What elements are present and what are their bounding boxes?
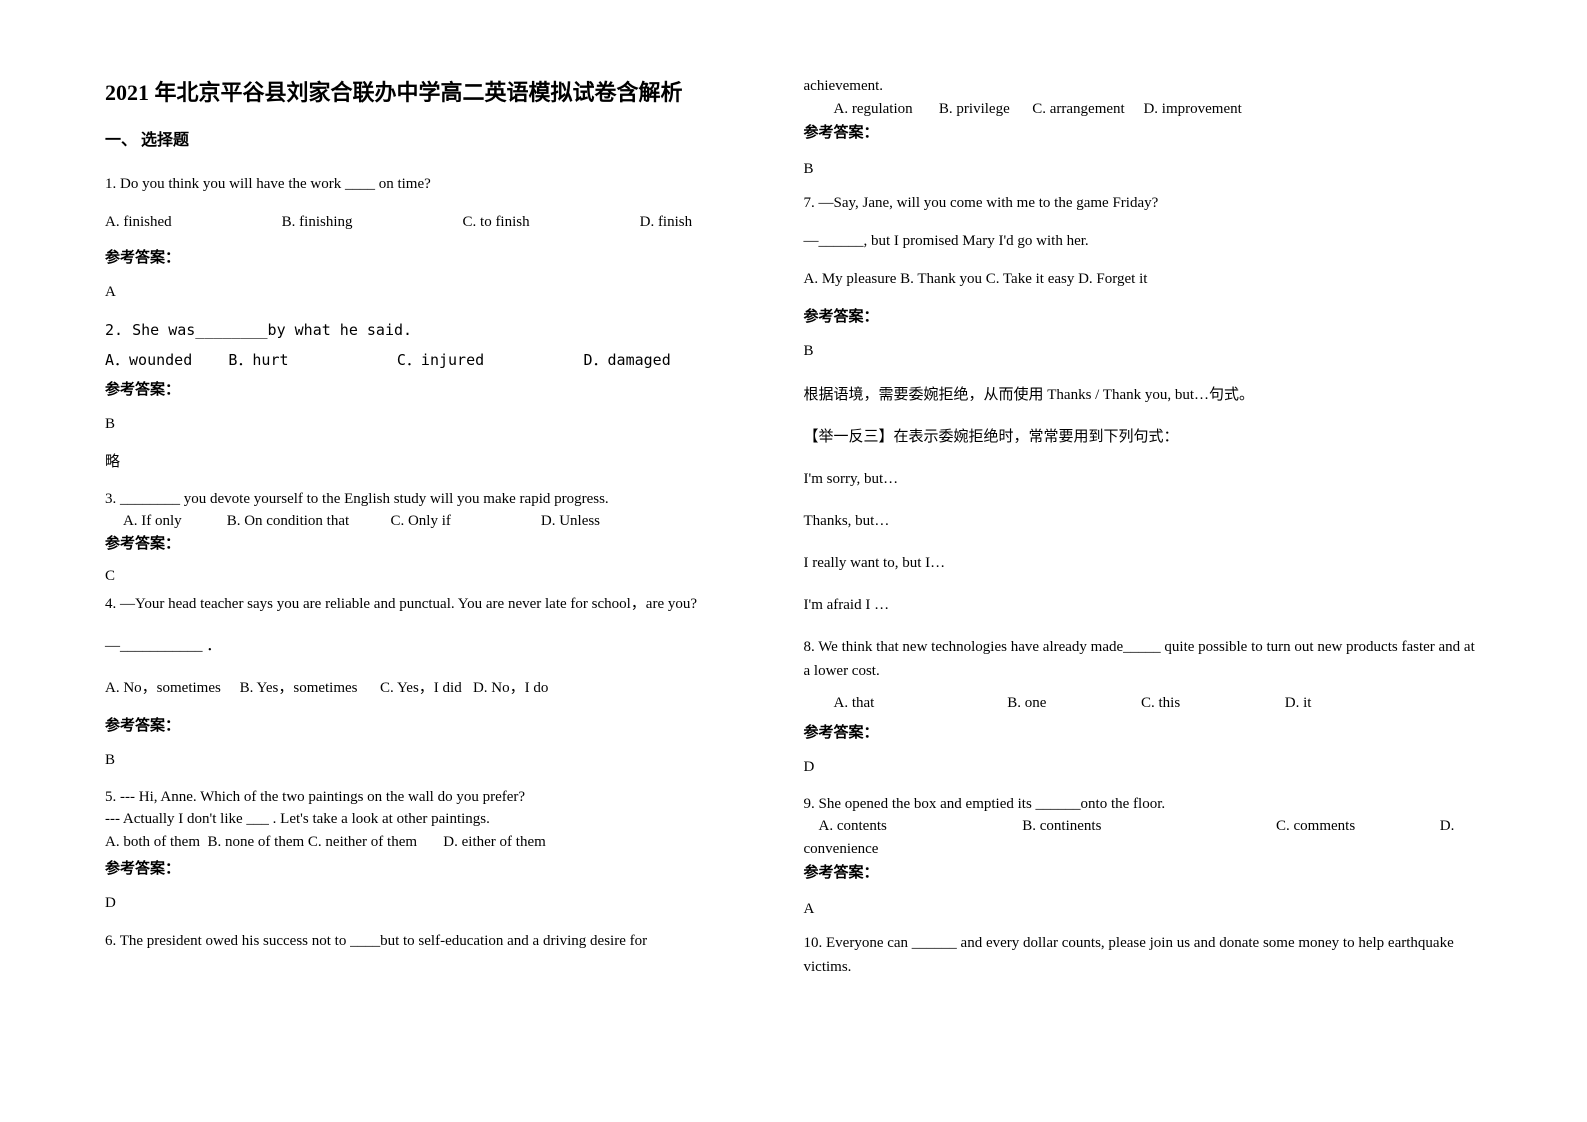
- q8-text: 8. We think that new technologies have a…: [804, 635, 1483, 683]
- q2-ans: B: [105, 412, 784, 436]
- q6-options: A. regulation B. privilege C. arrangemen…: [804, 98, 1483, 121]
- q4-ans-label: 参考答案：: [105, 714, 784, 738]
- q6-opt-b: B. privilege: [939, 101, 1010, 117]
- q1-ans: A: [105, 280, 784, 304]
- q8-opt-b: B. one: [1007, 691, 1137, 715]
- q8-options: A. that B. one C. this D. it: [804, 691, 1483, 715]
- q1-opt-b: B. finishing: [282, 210, 353, 234]
- q4-opt-b: B. Yes，sometimes: [240, 680, 358, 696]
- q4-opt-c: C. Yes，I did: [380, 680, 462, 696]
- q9-opt-a: A. contents: [819, 815, 1019, 838]
- q10-text: 10. Everyone can ______ and every dollar…: [804, 931, 1483, 979]
- q3-opt-d: D. Unless: [541, 513, 600, 529]
- q3-ans-label: 参考答案：: [105, 533, 784, 556]
- q1-opt-d: D. finish: [640, 210, 693, 234]
- q2-opt-b: B．hurt: [228, 351, 288, 369]
- q4-opt-a: A. No，sometimes: [105, 680, 221, 696]
- q1-options: A. finished B. finishing C. to finish D.…: [105, 210, 784, 234]
- q5-opt-b: B. none of them: [208, 834, 305, 850]
- q7-ans: B: [804, 339, 1483, 363]
- q6-text: 6. The president owed his success not to…: [105, 929, 784, 953]
- q4-text: 4. —Your head teacher says you are relia…: [105, 592, 784, 616]
- q2-options: A．wounded B．hurt C．injured D．damaged: [105, 348, 784, 372]
- q6-text2: achievement.: [804, 75, 1483, 98]
- q3-options: A. If only B. On condition that C. Only …: [105, 510, 784, 533]
- q2-text: 2. She was________by what he said.: [105, 318, 784, 342]
- q8-opt-a: A. that: [834, 691, 1004, 715]
- q7-l2: —______, but I promised Mary I'd go with…: [804, 229, 1483, 253]
- section-heading: 一、 选择题: [105, 128, 784, 154]
- q7-l1: 7. —Say, Jane, will you come with me to …: [804, 191, 1483, 215]
- q2-opt-a: A．wounded: [105, 351, 192, 369]
- q3-opt-a: A. If only: [123, 513, 182, 529]
- q4-options: A. No，sometimes B. Yes，sometimes C. Yes，…: [105, 676, 784, 700]
- q5-options: A. both of them B. none of them C. neith…: [105, 831, 784, 854]
- q6-ans: B: [804, 157, 1483, 181]
- q9-ans: A: [804, 897, 1483, 921]
- q7-e3: I really want to, but I…: [804, 551, 1483, 575]
- q9-options: A. contents B. continents C. comments D.: [804, 815, 1483, 838]
- q4-ans: B: [105, 748, 784, 772]
- q3-opt-c: C. Only if: [390, 513, 450, 529]
- q1-opt-c: C. to finish: [463, 210, 530, 234]
- q5-opt-c: C. neither of them: [308, 834, 417, 850]
- q9-text: 9. She opened the box and emptied its __…: [804, 793, 1483, 816]
- q9-opt-b: B. continents: [1022, 815, 1272, 838]
- q2-note: 略: [105, 450, 784, 474]
- q5-ans-label: 参考答案：: [105, 857, 784, 881]
- q1-opt-a: A. finished: [105, 210, 172, 234]
- q4-blank: —___________ ．: [105, 634, 784, 658]
- q7-exp1: 根据语境，需要委婉拒绝，从而使用 Thanks / Thank you, but…: [804, 383, 1483, 407]
- q9-ans-label: 参考答案：: [804, 862, 1483, 885]
- right-column: achievement. A. regulation B. privilege …: [794, 75, 1493, 1082]
- q2-opt-c: C．injured: [397, 351, 484, 369]
- q4-opt-d: D. No，I do: [473, 680, 548, 696]
- q6-opt-d: D. improvement: [1143, 101, 1241, 117]
- q7-options: A. My pleasure B. Thank you C. Take it e…: [804, 267, 1483, 291]
- q8-ans-label: 参考答案：: [804, 721, 1483, 745]
- q9-opt-d2: convenience: [804, 838, 1483, 861]
- q6-opt-c: C. arrangement: [1032, 101, 1124, 117]
- q5-ans: D: [105, 891, 784, 915]
- q5-l1: 5. --- Hi, Anne. Which of the two painti…: [105, 786, 784, 809]
- q8-opt-d: D. it: [1285, 695, 1312, 711]
- q6-ans-label: 参考答案：: [804, 122, 1483, 145]
- q1-ans-label: 参考答案：: [105, 246, 784, 270]
- q2-ans-label: 参考答案：: [105, 378, 784, 402]
- page-title: 2021 年北京平谷县刘家合联办中学高二英语模拟试卷含解析: [105, 75, 784, 110]
- q9-opt-c: C. comments: [1276, 815, 1436, 838]
- q7-ans-label: 参考答案：: [804, 305, 1483, 329]
- q3-text: 3. ________ you devote yourself to the E…: [105, 488, 784, 511]
- q7-e2: Thanks, but…: [804, 509, 1483, 533]
- q5-opt-d: D. either of them: [443, 834, 545, 850]
- q7-e4: I'm afraid I …: [804, 593, 1483, 617]
- q8-opt-c: C. this: [1141, 691, 1281, 715]
- left-column: 2021 年北京平谷县刘家合联办中学高二英语模拟试卷含解析 一、 选择题 1. …: [95, 75, 794, 1082]
- q3-ans: C: [105, 565, 784, 588]
- q2-opt-d: D．damaged: [584, 351, 671, 369]
- q3-opt-b: B. On condition that: [227, 513, 350, 529]
- q8-ans: D: [804, 755, 1483, 779]
- q1-text: 1. Do you think you will have the work _…: [105, 172, 784, 196]
- q7-e1: I'm sorry, but…: [804, 467, 1483, 491]
- q9-opt-d: D.: [1440, 818, 1455, 834]
- q5-l2: --- Actually I don't like ___ . Let's ta…: [105, 808, 784, 831]
- q5-opt-a: A. both of them: [105, 834, 200, 850]
- q7-exp2: 【举一反三】在表示委婉拒绝时，常常要用到下列句式：: [804, 425, 1483, 449]
- q6-opt-a: A. regulation: [834, 101, 913, 117]
